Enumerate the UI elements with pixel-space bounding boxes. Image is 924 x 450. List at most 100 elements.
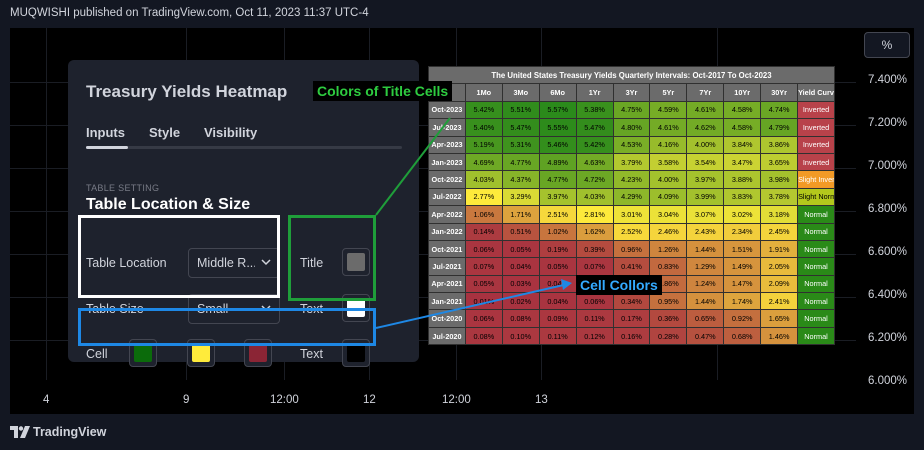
cell-high-color-fill <box>134 344 152 362</box>
yield-cell: 0.05% <box>501 239 540 259</box>
row-date: Oct-2022 <box>428 170 466 189</box>
row-date: Apr-2023 <box>428 135 466 154</box>
cell-mid-color-fill <box>192 344 210 362</box>
price-label: 7.000% <box>868 160 908 172</box>
yield-cell: 4.37% <box>501 170 540 189</box>
yield-cell: 0.83% <box>649 257 688 276</box>
yield-cell: 1.47% <box>723 274 762 294</box>
yield-cell: 1.46% <box>760 326 799 346</box>
row-date: Jul-2022 <box>428 187 466 207</box>
percent-scale-button[interactable]: % <box>864 32 910 58</box>
yield-cell: 4.77% <box>501 152 540 172</box>
yield-cell: 0.06% <box>464 309 503 328</box>
yield-curve-cell: Normal <box>797 222 835 241</box>
yield-cell: 4.63% <box>575 152 614 172</box>
time-label: 9 <box>183 394 190 406</box>
yield-cell: 2.34% <box>723 222 762 241</box>
yield-cell: 0.34% <box>612 292 651 311</box>
section-title: Table Location & Size <box>86 196 251 213</box>
yield-cell: 1.29% <box>686 257 725 276</box>
table-row: Jul-2023 5.40% 5.47% 5.55% 5.47% 4.80% 4.61% 4.… <box>428 118 835 137</box>
yield-cell: 4.00% <box>649 170 688 189</box>
yield-cell: 0.51% <box>501 222 540 241</box>
time-label: 12:00 <box>270 394 299 406</box>
heatmap-title: The United States Treasury Yields Quarte… <box>428 65 835 85</box>
column-header: 3Mo <box>501 83 540 102</box>
yield-cell: 0.02% <box>501 292 540 311</box>
yield-cell: 0.95% <box>649 292 688 311</box>
publisher-text: MUQWISHI published on TradingView.com, O… <box>10 7 369 19</box>
yield-cell: 4.62% <box>686 118 725 137</box>
yield-cell: 3.97% <box>538 187 577 207</box>
yield-cell: 2.09% <box>760 274 799 294</box>
yield-cell: 1.44% <box>686 239 725 259</box>
yield-cell: 0.08% <box>464 326 503 346</box>
table-row: Oct-2020 0.06% 0.08% 0.09% 0.11% 0.17% 0.36% 0.… <box>428 309 835 328</box>
yield-cell: 2.45% <box>760 222 799 241</box>
tab-style[interactable]: Style <box>149 125 181 140</box>
yield-cell: 1.44% <box>686 292 725 311</box>
yield-cell: 3.29% <box>501 187 540 207</box>
row-date: Apr-2021 <box>428 274 466 294</box>
column-header: 5Yr <box>649 83 688 102</box>
time-label: 12:00 <box>442 394 471 406</box>
yield-cell: 1.02% <box>538 222 577 241</box>
yield-cell: 3.79% <box>612 152 651 172</box>
yield-cell: 3.07% <box>686 205 725 224</box>
location-size-highlight <box>78 215 280 298</box>
yield-cell: 5.31% <box>501 135 540 154</box>
yield-curve-cell: Normal <box>797 326 835 346</box>
cell-colors-annotation: Cell Collors <box>576 275 662 295</box>
yield-cell: 4.80% <box>612 118 651 137</box>
table-location-label: Table Location <box>86 256 167 270</box>
tab-inputs[interactable]: Inputs <box>86 125 125 140</box>
cell-colors-highlight <box>78 308 376 346</box>
yield-cell: 3.88% <box>723 170 762 189</box>
yield-curve-cell: Inverted <box>797 152 835 172</box>
yield-cell: 3.65% <box>760 152 799 172</box>
yield-cell: 0.09% <box>538 309 577 328</box>
yield-curve-cell: Inverted <box>797 118 835 137</box>
cell-text-color-fill <box>347 344 365 362</box>
yield-cell: 3.84% <box>723 135 762 154</box>
tradingview-brand: TradingView <box>33 425 107 439</box>
row-date: Jul-2021 <box>428 257 466 276</box>
yield-cell: 0.08% <box>501 309 540 328</box>
tab-visibility[interactable]: Visibility <box>204 125 258 140</box>
yield-cell: 5.51% <box>501 100 540 120</box>
yield-cell: 4.00% <box>686 135 725 154</box>
yield-cell: 1.71% <box>501 205 540 224</box>
chart-area[interactable]: % 7.400% 7.200% 7.000% 6.800% 6.600% 6.4… <box>10 28 914 414</box>
table-row: Apr-2023 5.19% 5.31% 5.46% 5.42% 4.53% 4.16% 4.… <box>428 135 835 154</box>
yield-cell: 2.52% <box>612 222 651 241</box>
dialog-title: Treasury Yields Heatmap <box>86 82 288 101</box>
column-header: 1Yr <box>575 83 614 102</box>
yield-cell: 4.58% <box>723 118 762 137</box>
yield-cell: 4.89% <box>538 152 577 172</box>
yield-cell: 0.05% <box>538 257 577 276</box>
yield-curve-cell: Inverted <box>797 100 835 120</box>
yield-curve-cell: Normal <box>797 205 835 224</box>
yield-cell: 4.61% <box>649 118 688 137</box>
yield-cell: 1.06% <box>464 205 503 224</box>
yield-curve-cell: Normal <box>797 292 835 311</box>
yield-curve-cell: Normal <box>797 309 835 328</box>
row-date: Jul-2023 <box>428 118 466 137</box>
yield-cell: 0.11% <box>575 309 614 328</box>
row-date: Jan-2023 <box>428 152 466 172</box>
cell-low-color-fill <box>249 344 267 362</box>
price-label: 6.600% <box>868 246 908 258</box>
yield-cell: 3.83% <box>723 187 762 207</box>
column-header: 30Yr <box>760 83 799 102</box>
yield-cell: 3.86% <box>760 135 799 154</box>
title-color-fill <box>347 253 365 271</box>
table-row: Jan-2021 0.01% 0.02% 0.04% 0.06% 0.34% 0.95% 1.… <box>428 292 835 311</box>
yield-cell: 0.39% <box>575 239 614 259</box>
table-row: Jan-2022 0.14% 0.51% 1.02% 1.62% 2.52% 2.46% 2.… <box>428 222 835 241</box>
yield-cell: 3.18% <box>760 205 799 224</box>
section-caption: TABLE SETTING <box>86 183 160 193</box>
title-colors-annotation: Colors of Title Cells <box>313 81 453 101</box>
title-color-swatch[interactable] <box>342 248 370 276</box>
yield-cell: 4.61% <box>686 100 725 120</box>
title-text-highlight <box>288 215 376 301</box>
